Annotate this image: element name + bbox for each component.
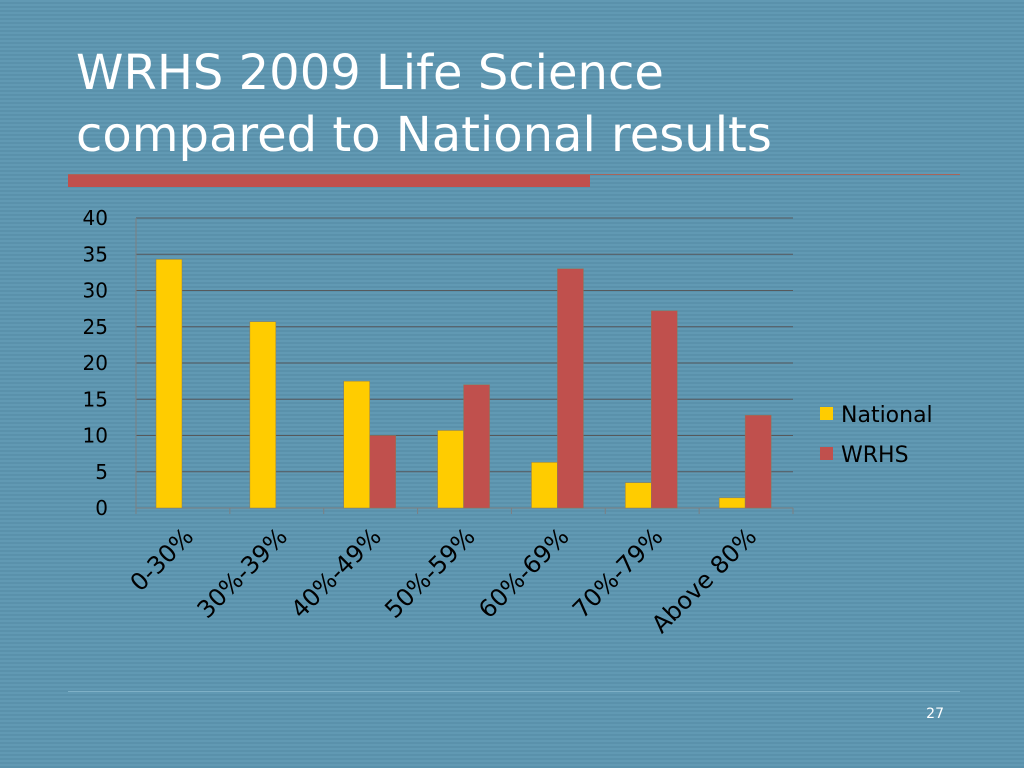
bar-national-3 xyxy=(343,380,370,509)
page-number: 27 xyxy=(926,706,944,722)
title-divider-accent xyxy=(68,175,590,187)
y-tick-label: 40 xyxy=(83,206,108,230)
legend-label-national: National xyxy=(841,403,933,428)
legend-swatch-wrhs xyxy=(820,447,833,460)
y-tick-label: 10 xyxy=(83,424,108,448)
x-tick-label: 50%-59% xyxy=(379,522,480,623)
title-divider-thin xyxy=(68,174,960,175)
legend-swatch-national xyxy=(820,407,833,420)
y-tick-label: 20 xyxy=(83,351,108,375)
y-tick-label: 35 xyxy=(83,242,108,266)
title-line-2: compared to National results xyxy=(76,107,772,163)
bar-wrhs-6 xyxy=(651,310,678,509)
x-tick-label: 30%-39% xyxy=(192,522,293,623)
bar-wrhs-7 xyxy=(744,414,772,509)
bar-wrhs-5 xyxy=(557,268,584,509)
y-tick-label: 30 xyxy=(83,279,108,303)
x-tick-label: 40%-49% xyxy=(286,522,387,623)
x-tick-label: 0-30% xyxy=(125,522,199,596)
y-tick-label: 0 xyxy=(95,496,108,520)
bar-national-2 xyxy=(249,321,277,509)
x-tick-label: 70%-79% xyxy=(567,522,668,623)
x-tick-label: 60%-69% xyxy=(473,522,574,623)
footer-divider xyxy=(68,691,960,692)
legend-label-wrhs: WRHS xyxy=(841,443,909,468)
bar-national-4 xyxy=(437,430,464,509)
bar-national-7 xyxy=(718,497,746,509)
title-line-1: WRHS 2009 Life Science xyxy=(76,45,664,101)
bar-national-1 xyxy=(155,259,183,509)
bar-wrhs-4 xyxy=(463,384,490,509)
bar-wrhs-3 xyxy=(369,435,396,509)
y-tick-label: 5 xyxy=(95,460,108,484)
slide-title: WRHS 2009 Life Science compared to Natio… xyxy=(76,42,976,166)
bar-national-6 xyxy=(625,482,652,509)
y-tick-label: 15 xyxy=(83,387,108,411)
bar-national-5 xyxy=(531,462,558,509)
y-tick-label: 25 xyxy=(83,315,108,339)
